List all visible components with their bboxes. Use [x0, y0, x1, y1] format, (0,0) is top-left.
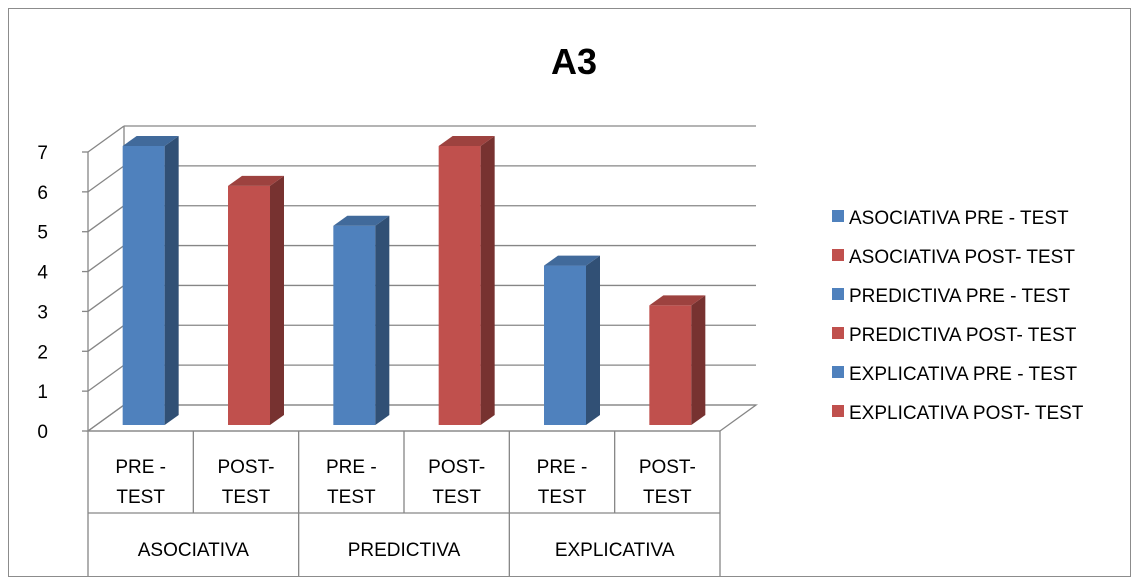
x-group-label: PREDICTIVA — [348, 540, 461, 561]
bar-side — [480, 136, 495, 425]
bar-front — [438, 146, 481, 425]
bar-side — [270, 175, 284, 425]
bar — [544, 255, 600, 425]
bar-top — [333, 215, 390, 226]
x-tick-label: POST- — [217, 457, 274, 478]
x-tick-label: POST- — [428, 457, 485, 478]
y-tick-label: 3 — [37, 302, 48, 323]
legend-item: ASOCIATIVA POST- TEST — [832, 247, 1075, 268]
bar-front — [333, 225, 376, 425]
legend-swatch — [832, 249, 844, 261]
bar-front — [122, 146, 165, 425]
bar-front — [649, 305, 692, 425]
y-tick-label: 7 — [37, 143, 48, 164]
legend-label: EXPLICATIVA POST- TEST — [849, 403, 1084, 424]
bar — [228, 175, 284, 425]
legend-label: PREDICTIVA POST- TEST — [849, 325, 1077, 346]
legend-item: PREDICTIVA PRE - TEST — [832, 286, 1070, 307]
x-tick-label: POST- — [639, 457, 696, 478]
x-group-label: EXPLICATIVA — [555, 540, 675, 561]
y-tick-label: 2 — [37, 342, 48, 363]
x-tick-label: PRE - — [326, 457, 377, 478]
x-tick-label: PRE - — [537, 457, 588, 478]
x-tick-label: TEST — [643, 487, 692, 508]
bar — [438, 136, 495, 425]
bar-top — [228, 175, 284, 186]
y-tick-label: 0 — [37, 422, 48, 443]
bar — [122, 136, 179, 425]
x-tick-label: PRE - — [115, 457, 166, 478]
gridline-side — [87, 125, 125, 153]
legend: ASOCIATIVA PRE - TEST ASOCIATIVA POST- TE… — [832, 208, 1084, 424]
x-tick-label: TEST — [538, 487, 587, 508]
bar-side — [691, 295, 706, 425]
y-tick-label: 5 — [37, 223, 48, 244]
bar-top — [438, 136, 495, 146]
x-group-label: ASOCIATIVA — [138, 540, 250, 561]
legend-item: EXPLICATIVA POST- TEST — [832, 403, 1084, 424]
legend-label: PREDICTIVA PRE - TEST — [849, 286, 1070, 307]
bar — [649, 295, 706, 425]
x-tick-label: TEST — [327, 487, 376, 508]
legend-swatch — [832, 405, 844, 417]
bar-top — [122, 136, 179, 146]
bar-top — [649, 295, 706, 306]
legend-swatch — [832, 210, 844, 222]
legend-label: EXPLICATIVA PRE - TEST — [849, 364, 1077, 385]
y-tick-label: 1 — [37, 382, 48, 403]
x-axis: PRE - TEST POST- TEST PRE - TEST POST- TEST PRE … — [87, 430, 721, 576]
bar-side — [164, 136, 179, 425]
legend-item: PREDICTIVA POST- TEST — [832, 325, 1077, 346]
x-tick-label: TEST — [432, 487, 481, 508]
gridline-side — [87, 284, 125, 312]
gridline-side — [87, 245, 125, 273]
gridline-side — [87, 165, 125, 193]
x-tick-label: TEST — [116, 487, 165, 508]
gridline-side — [87, 324, 125, 352]
legend-swatch — [832, 288, 844, 300]
legend-label: ASOCIATIVA POST- TEST — [849, 247, 1075, 268]
bar — [333, 215, 390, 425]
legend-item: EXPLICATIVA PRE - TEST — [832, 364, 1077, 385]
x-tick-label: TEST — [222, 487, 271, 508]
chart-title: A3 — [551, 41, 597, 82]
gridline-side — [87, 404, 125, 432]
legend-swatch — [832, 327, 844, 339]
gridline-side — [87, 364, 125, 392]
bar-front — [544, 265, 586, 425]
y-tick-label: 4 — [37, 263, 48, 284]
bars — [122, 136, 706, 425]
y-tick-label: 6 — [37, 183, 48, 204]
bar-top — [544, 255, 600, 266]
bar-side — [586, 255, 600, 425]
gridline-side — [87, 205, 125, 233]
legend-item: ASOCIATIVA PRE - TEST — [832, 208, 1069, 229]
legend-label: ASOCIATIVA PRE - TEST — [849, 208, 1069, 229]
bar-side — [375, 215, 390, 425]
legend-swatch — [832, 366, 844, 378]
bar-front — [228, 185, 270, 425]
